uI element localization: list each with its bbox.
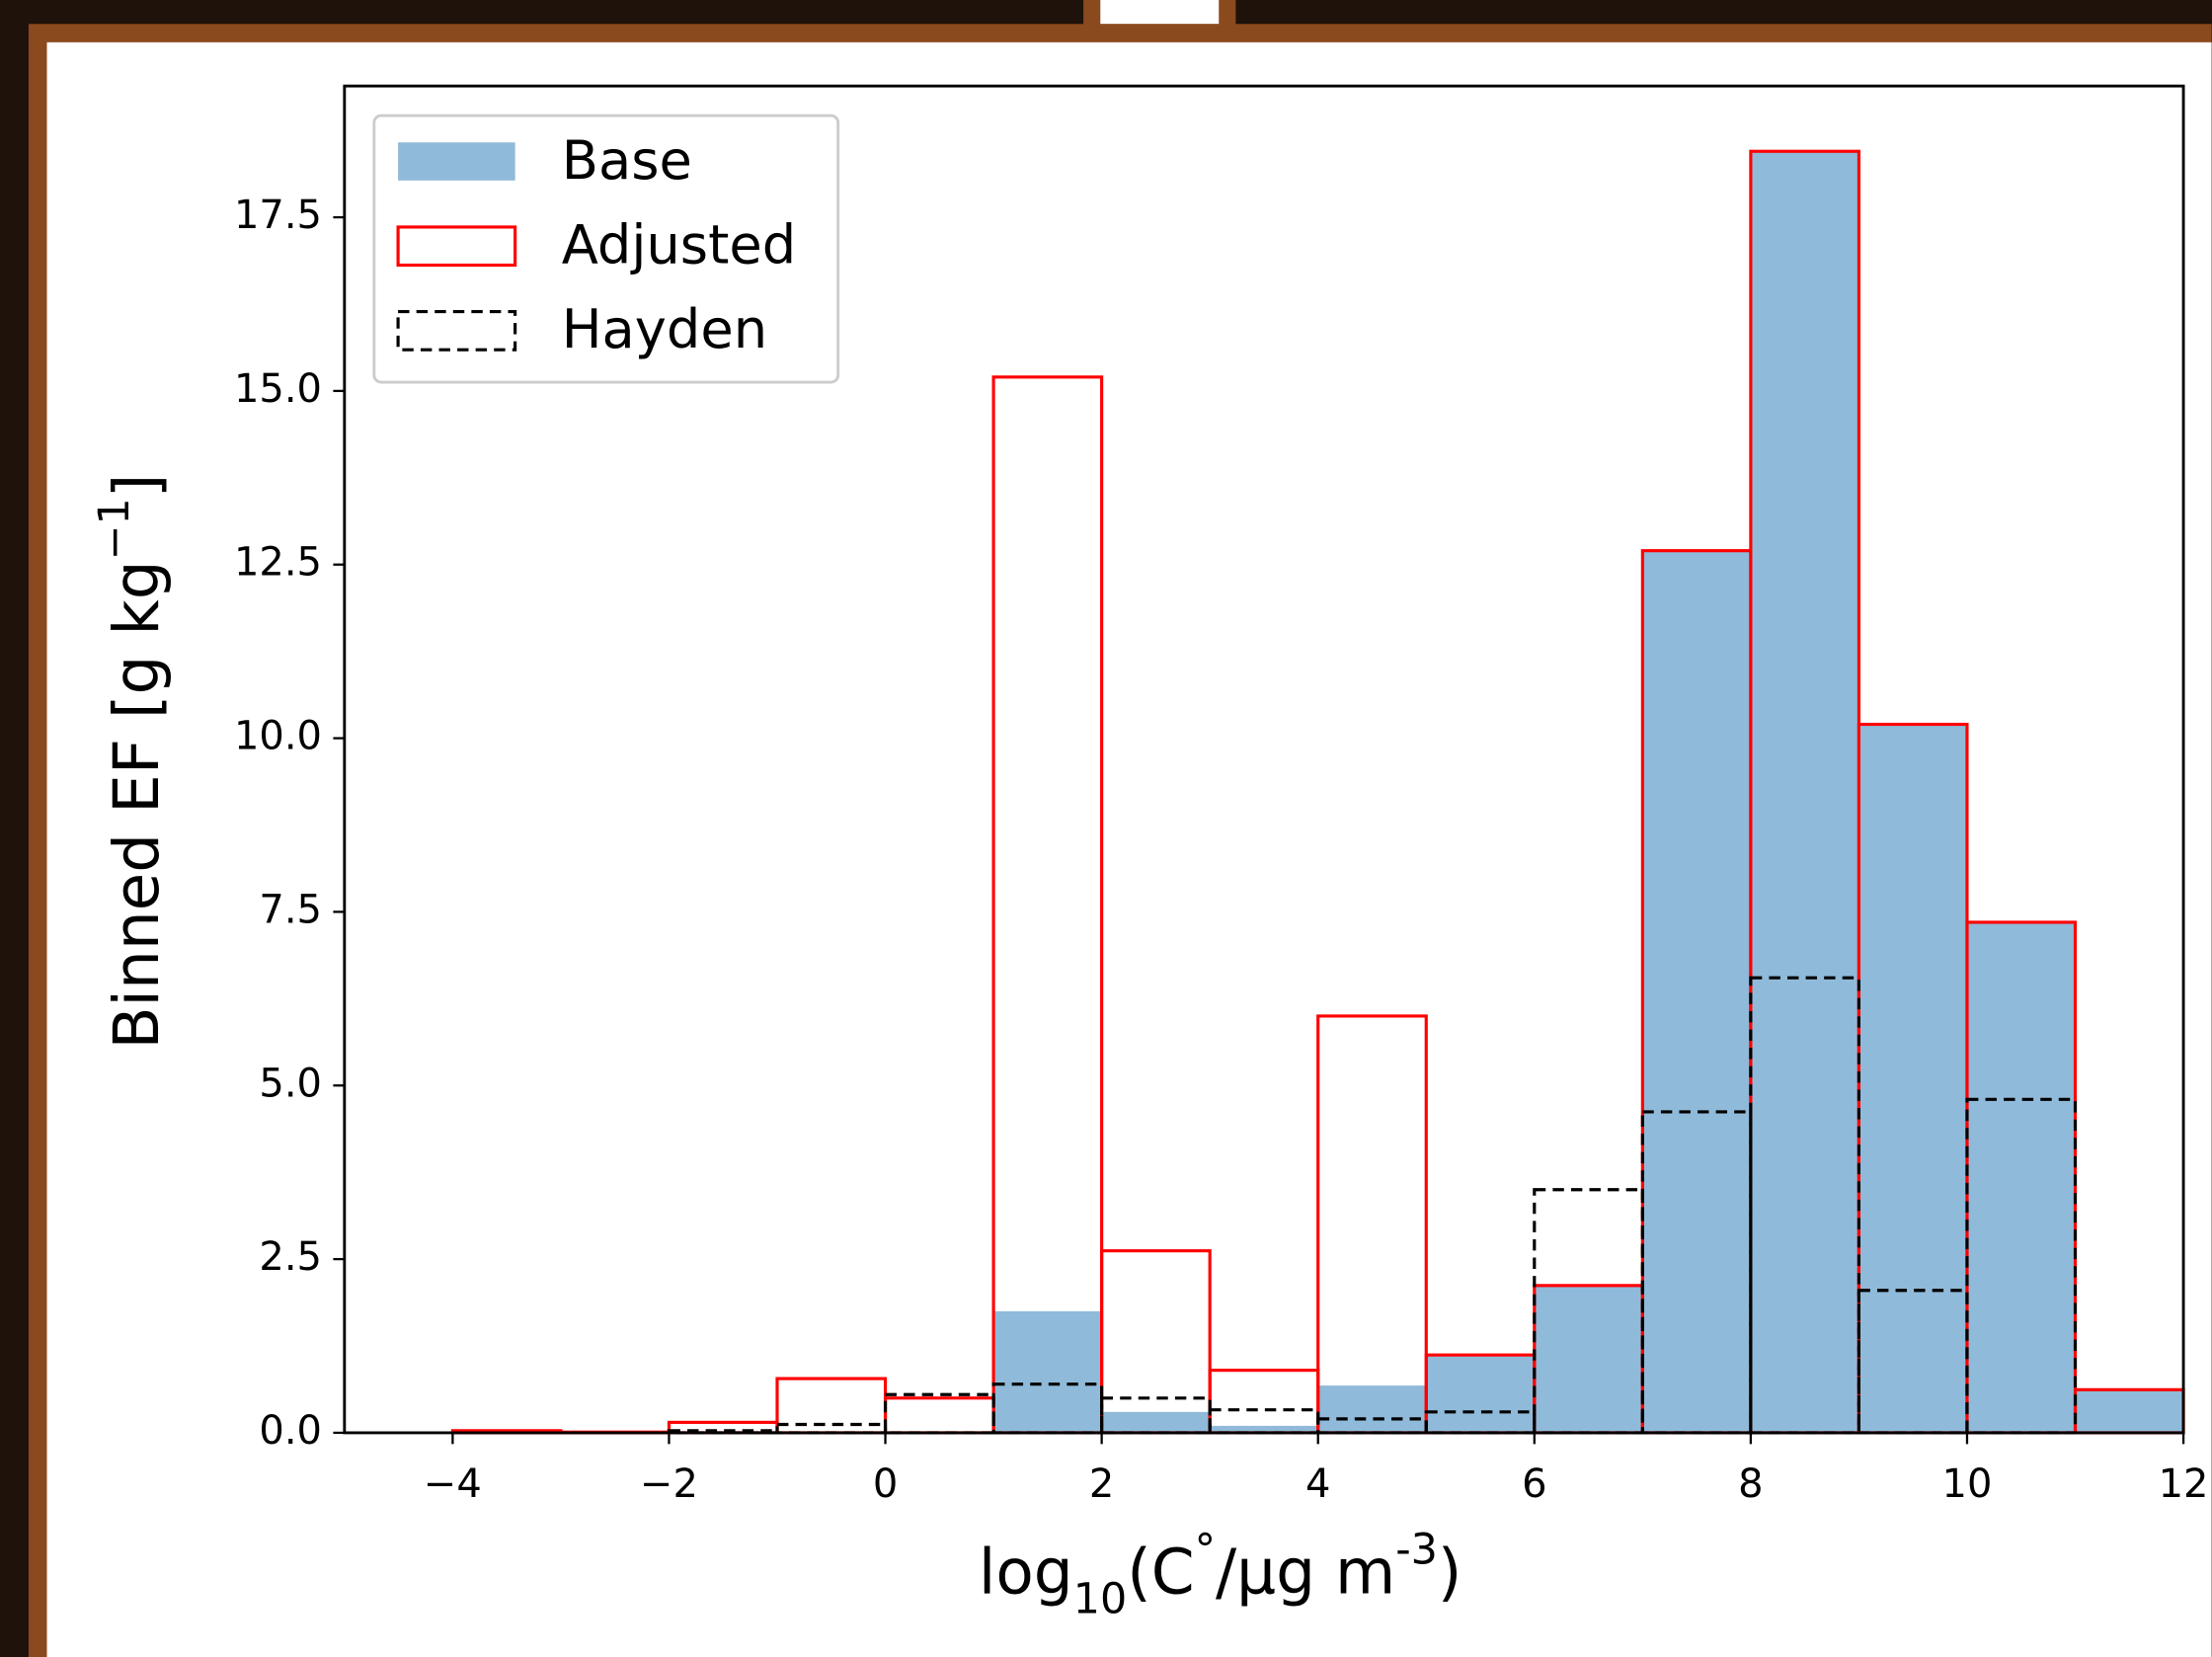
histogram-bar [1534, 1285, 1643, 1433]
legend-label: Hayden [562, 298, 767, 360]
axes-frame [343, 84, 2185, 1435]
x-tick-label: 2 [1089, 1461, 1114, 1507]
histogram-bar [1210, 1425, 1318, 1433]
tab [1100, 0, 1220, 25]
y-axis-label-part: −1 [90, 498, 139, 560]
x-tick-label: 12 [2159, 1461, 2209, 1507]
x-axis-label-part: log [979, 1537, 1073, 1609]
y-axis-label-part: ] [101, 474, 173, 499]
legend-swatch [396, 225, 517, 268]
histogram-bar [1858, 724, 1967, 1433]
y-axis-label-part: Binned EF [g kg [101, 560, 173, 1049]
histogram-bar [993, 1310, 1102, 1433]
x-axis-label-part: /μg m [1216, 1537, 1395, 1609]
plot-area: −4 −2 0 2 4 6 8 10 12 0.0 2.5 5.0 7.5 10.0 12.5 15.0 17.… [234, 84, 2209, 1507]
x-axis-label: log10(C°/μg m-3) [979, 1525, 1462, 1623]
histogram-bar [1101, 1411, 1211, 1433]
legend-box [372, 114, 840, 384]
y-tick-label: 15.0 [234, 366, 322, 412]
x-axis-label-part: -3 [1395, 1525, 1438, 1574]
x-axis-label-part: (C [1127, 1537, 1194, 1609]
y-tick-label: 10.0 [234, 714, 322, 759]
x-tick-label: 8 [1738, 1461, 1763, 1507]
y-tick-label: 0.0 [259, 1408, 322, 1454]
x-axis-label-part: 10 [1073, 1574, 1128, 1623]
x-tick-label: −2 [640, 1461, 698, 1507]
histogram-bar [1749, 976, 1861, 1435]
x-tick-label: 4 [1305, 1461, 1330, 1507]
histogram-bar [2075, 1389, 2184, 1433]
legend-label: Base [562, 129, 692, 192]
histogram-bar [1642, 550, 1751, 1433]
y-tick-label: 2.5 [259, 1234, 322, 1280]
x-axis-label-part: ° [1195, 1525, 1216, 1574]
y-tick-label: 17.5 [234, 193, 322, 238]
histogram-bar [1424, 1410, 1537, 1435]
histogram-bar [1317, 1385, 1427, 1433]
histogram-bar [1856, 1289, 1969, 1435]
histogram-bar [1426, 1356, 1535, 1433]
legend-swatch [398, 142, 515, 181]
histogram-bar [1750, 151, 1859, 1433]
x-tick-label: −4 [424, 1461, 482, 1507]
x-tick-label: 0 [873, 1461, 898, 1507]
histogram-bar [1966, 921, 2076, 1433]
y-tick-label: 12.5 [234, 540, 322, 586]
x-tick-label: 6 [1522, 1461, 1546, 1507]
y-axis-label: Binned EF [g kg−1] [90, 474, 174, 1050]
legend-swatch [396, 310, 517, 352]
y-tick-label: 5.0 [259, 1061, 322, 1106]
legend-label: Adjusted [562, 213, 796, 276]
x-tick-label: 10 [1942, 1461, 1993, 1507]
y-tick-label: 7.5 [259, 887, 322, 932]
x-axis-label-part: ) [1438, 1537, 1462, 1609]
